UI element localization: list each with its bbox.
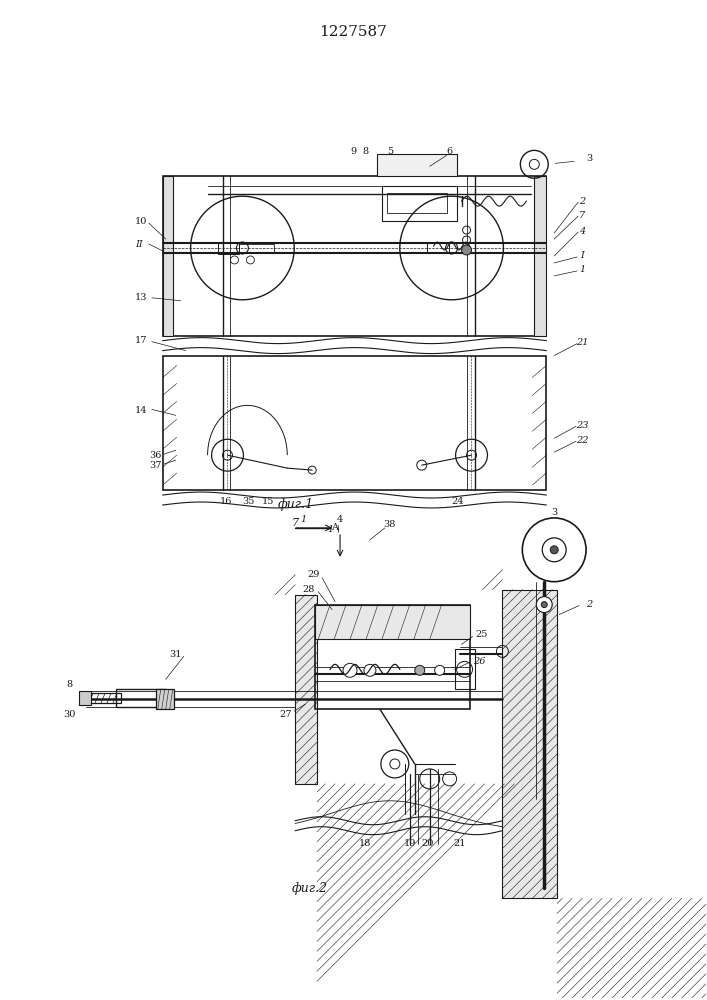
Bar	[116, 689, 165, 707]
Text: 26: 26	[473, 657, 486, 666]
Text: 2: 2	[586, 600, 592, 609]
Circle shape	[415, 665, 425, 675]
Text: 2: 2	[579, 197, 585, 206]
Circle shape	[435, 665, 445, 675]
Bar	[79, 691, 91, 705]
Text: 20: 20	[421, 839, 434, 848]
Text: 9: 9	[350, 147, 356, 156]
Text: 21: 21	[453, 839, 466, 848]
Text: II: II	[135, 240, 143, 249]
Text: 21: 21	[575, 338, 588, 347]
Text: 8: 8	[362, 147, 368, 156]
Text: 10: 10	[134, 217, 147, 226]
Text: 25: 25	[475, 630, 488, 639]
Text: 30: 30	[63, 710, 76, 719]
Bar	[382, 186, 457, 221]
Circle shape	[537, 597, 552, 613]
Text: 5: 5	[387, 147, 393, 156]
Text: 17: 17	[134, 336, 147, 345]
Circle shape	[343, 663, 357, 677]
Circle shape	[364, 664, 376, 676]
Bar	[81, 693, 121, 703]
Circle shape	[550, 546, 559, 554]
Text: 4: 4	[579, 227, 585, 236]
Text: 24: 24	[451, 497, 464, 506]
Text: 28: 28	[302, 585, 315, 594]
Bar	[503, 590, 557, 898]
Circle shape	[462, 245, 472, 255]
Text: 8: 8	[66, 680, 72, 689]
Text: фиг.2: фиг.2	[292, 882, 328, 895]
Text: I: I	[580, 251, 584, 260]
Text: 22: 22	[575, 436, 588, 445]
Text: 36: 36	[150, 451, 162, 460]
Text: 7: 7	[579, 211, 585, 220]
Text: 1: 1	[579, 265, 585, 274]
Text: 35: 35	[243, 497, 255, 506]
Text: 27: 27	[279, 710, 291, 719]
Text: 3: 3	[551, 508, 557, 517]
Circle shape	[542, 602, 547, 608]
Text: 4: 4	[337, 515, 343, 524]
Bar	[534, 176, 547, 336]
Text: 31: 31	[170, 650, 182, 659]
Text: 3: 3	[586, 154, 592, 163]
Text: 15: 15	[262, 497, 274, 506]
Text: A: A	[331, 523, 337, 532]
Bar	[315, 605, 469, 639]
Bar	[455, 649, 474, 689]
Bar	[427, 243, 449, 253]
Text: 7: 7	[292, 518, 299, 528]
Text: 6: 6	[447, 147, 452, 156]
Text: 1227587: 1227587	[319, 25, 387, 39]
Text: 38: 38	[384, 520, 396, 529]
Bar	[163, 176, 173, 336]
Text: 1: 1	[300, 515, 306, 524]
Bar	[240, 244, 274, 252]
Bar	[377, 154, 457, 176]
Bar	[218, 242, 240, 254]
Text: 19: 19	[404, 839, 416, 848]
Text: 23: 23	[575, 421, 588, 430]
Text: 18: 18	[358, 839, 371, 848]
Text: фиг.1: фиг.1	[277, 498, 313, 511]
Text: 29: 29	[307, 570, 320, 579]
Bar	[163, 176, 547, 336]
Bar	[315, 605, 469, 709]
Text: 14: 14	[134, 406, 147, 415]
Bar	[296, 595, 317, 784]
Bar	[387, 193, 447, 213]
Text: 1: 1	[327, 525, 333, 534]
Text: 16: 16	[219, 497, 232, 506]
Text: 37: 37	[149, 461, 162, 470]
Bar	[163, 356, 547, 490]
Text: 13: 13	[134, 293, 147, 302]
Bar	[156, 689, 174, 709]
